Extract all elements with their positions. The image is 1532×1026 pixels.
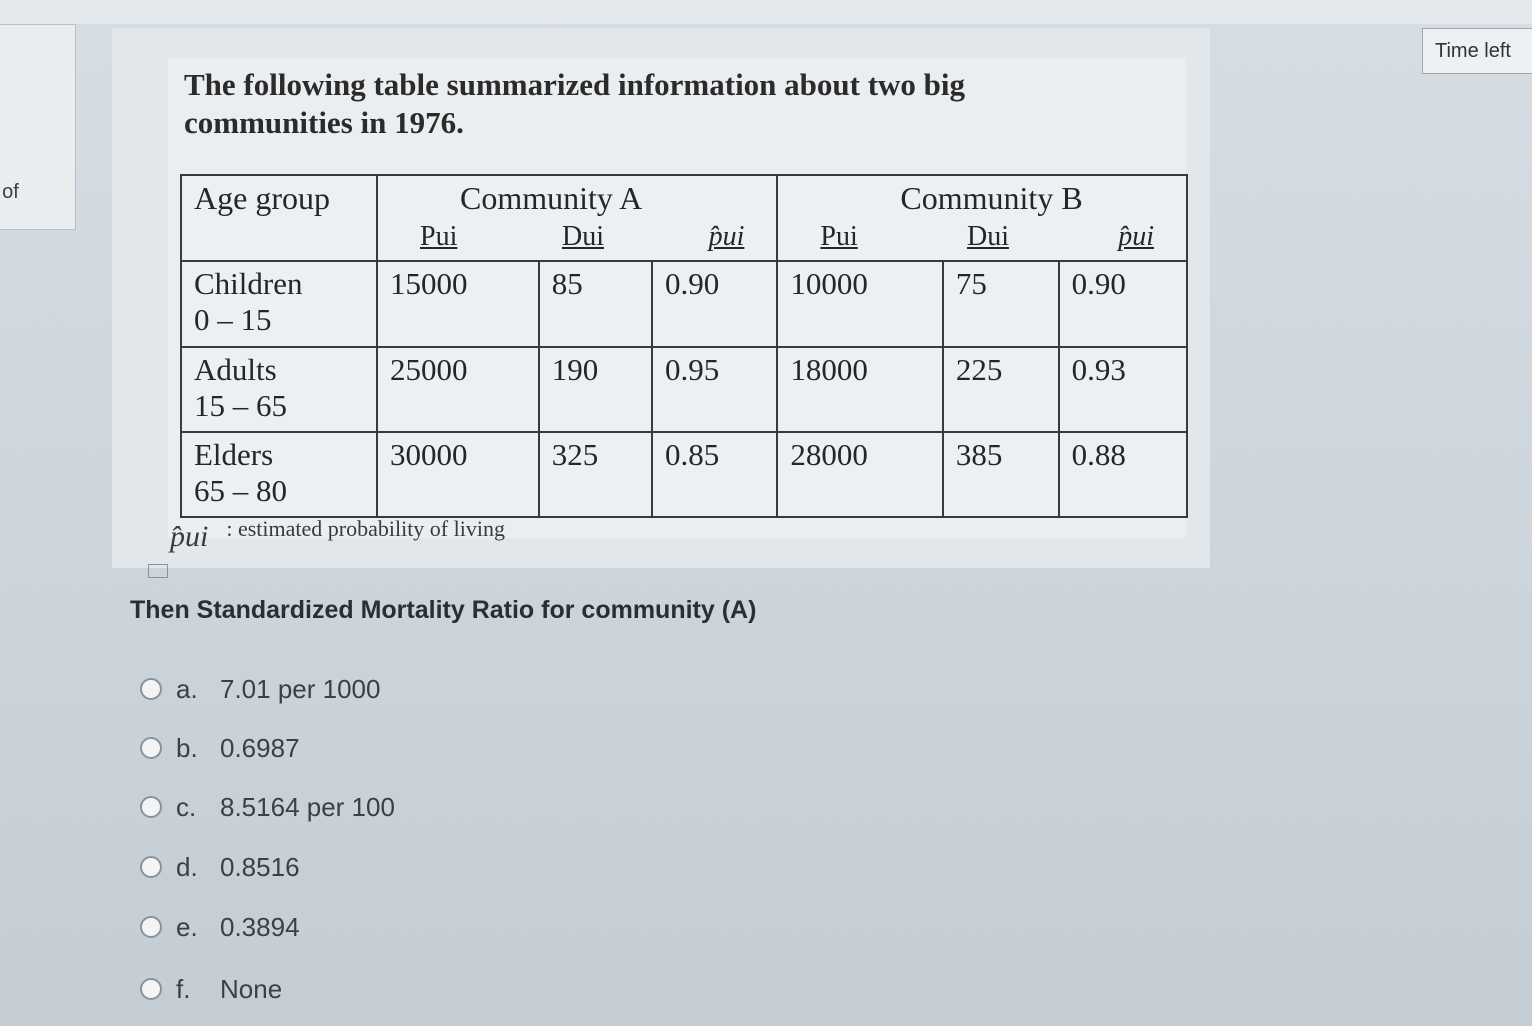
option-letter: b. [176, 732, 198, 763]
question-intro: The following table summarized informati… [184, 67, 966, 140]
cell-a-d: 190 [537, 345, 653, 433]
header-a-p: Pui [420, 221, 458, 252]
option-letter: c. [176, 791, 197, 822]
table-row: Adults 15 – 65 25000 190 0.95 18000 225 … [180, 345, 1189, 433]
radio-icon[interactable] [140, 737, 162, 759]
option-letter: f. [176, 973, 191, 1004]
row-age-group: Adults 15 – 65 [180, 345, 378, 433]
radio-icon[interactable] [140, 856, 162, 878]
table-header-row: Age group Community A Pui Dui p̂ui Commu… [180, 173, 1188, 263]
row-age-group: Elders 65 – 80 [180, 430, 378, 519]
option-letter: a. [176, 673, 198, 704]
cell-a-p: 30000 [376, 430, 540, 519]
option-text: 7.01 per 1000 [220, 673, 381, 704]
row-group-name: Children [194, 266, 303, 302]
cell-b-p: 18000 [776, 345, 944, 433]
option-text: 0.6987 [220, 732, 300, 763]
cell-a-phat: 0.85 [650, 430, 779, 519]
answer-option-c[interactable]: c. 8.5164 per 100 [140, 790, 395, 824]
cell-b-d: 225 [941, 345, 1060, 433]
question-prompt: Then Standardized Mortality Ratio for co… [130, 596, 757, 624]
table-footnote: p̂ui : estimated probability of living [170, 516, 505, 554]
header-a-phat: p̂ui [708, 221, 745, 252]
answer-option-f[interactable]: f. None [140, 972, 282, 1006]
cell-b-d: 75 [941, 260, 1060, 348]
header-b-phat: p̂ui [1118, 221, 1154, 252]
quiz-navigation-panel: t of [0, 24, 76, 230]
answer-option-d[interactable]: d. 0.8516 [140, 850, 300, 884]
cell-b-d: 385 [941, 430, 1060, 519]
cell-b-phat: 0.93 [1057, 345, 1189, 433]
option-text: 0.8516 [220, 851, 300, 882]
answer-option-b[interactable]: b. 0.6987 [140, 731, 300, 765]
option-text: None [220, 973, 283, 1004]
cell-a-p: 15000 [376, 260, 540, 348]
footnote-symbol: p̂ui [170, 520, 209, 553]
data-table: Age group Community A Pui Dui p̂ui Commu… [180, 173, 1189, 519]
row-group-name: Elders [194, 436, 274, 472]
cell-a-phat: 0.90 [650, 260, 779, 348]
nav-label: t of [0, 181, 19, 203]
radio-icon[interactable] [140, 978, 162, 1000]
row-group-range: 0 – 15 [194, 302, 272, 338]
cell-a-p: 25000 [376, 345, 540, 433]
option-text: 0.3894 [220, 911, 300, 942]
option-text: 8.5164 per 100 [220, 791, 395, 822]
option-letter: d. [176, 851, 198, 882]
footnote-text: : estimated probability of living [226, 516, 505, 541]
cell-b-p: 28000 [776, 430, 944, 519]
cell-b-p: 10000 [776, 260, 944, 348]
cell-b-phat: 0.88 [1057, 430, 1189, 519]
header-community-a: Community A Pui Dui p̂ui [375, 173, 779, 263]
broken-image-icon [148, 564, 168, 578]
row-group-range: 65 – 80 [194, 472, 287, 508]
header-b-d: Dui [966, 221, 1009, 252]
header-b-p: Pui [820, 221, 858, 252]
community-a-title: Community A [460, 180, 643, 216]
header-community-b: Community B Pui Dui p̂ui [776, 173, 1188, 263]
timer-box: Time left [1422, 28, 1532, 74]
row-age-group: Children 0 – 15 [180, 260, 378, 348]
community-b-title: Community B [900, 180, 1083, 216]
row-group-name: Adults [194, 351, 277, 387]
answer-option-e[interactable]: e. 0.3894 [140, 910, 300, 944]
cell-a-d: 325 [537, 430, 653, 519]
answer-option-a[interactable]: a. 7.01 per 1000 [140, 672, 380, 706]
table-row: Elders 65 – 80 30000 325 0.85 28000 385 … [180, 430, 1189, 519]
radio-icon[interactable] [140, 916, 162, 938]
radio-icon[interactable] [140, 796, 162, 818]
cell-b-phat: 0.90 [1057, 260, 1189, 348]
cell-a-d: 85 [537, 260, 653, 348]
table-row: Children 0 – 15 15000 85 0.90 10000 75 0… [180, 260, 1189, 348]
option-letter: e. [176, 911, 198, 942]
row-group-range: 15 – 65 [194, 387, 287, 423]
top-bar [0, 0, 1532, 24]
cell-a-phat: 0.95 [650, 345, 779, 433]
timer-label: Time left [1435, 40, 1511, 62]
header-a-d: Dui [561, 221, 604, 252]
header-age-group: Age group [180, 173, 378, 263]
radio-icon[interactable] [140, 678, 162, 700]
